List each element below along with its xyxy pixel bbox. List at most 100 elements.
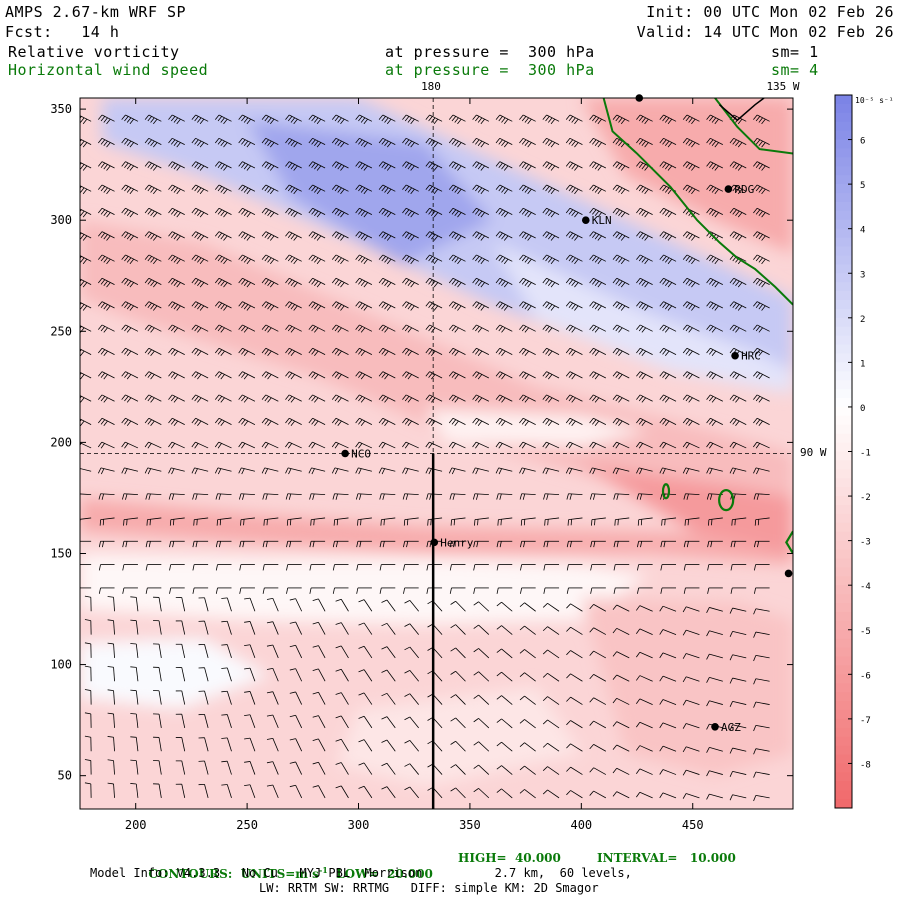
wind-barb <box>729 794 747 801</box>
wind-barb <box>706 770 723 777</box>
colorbar-segment <box>835 513 852 524</box>
y-tick-label: 350 <box>50 102 72 116</box>
colorbar-segment <box>835 112 852 123</box>
wind-barb <box>285 207 302 218</box>
wind-barb <box>519 137 536 148</box>
colorbar-segment <box>835 353 852 363</box>
wind-barb <box>496 625 513 635</box>
colorbar-tick-label: -7 <box>860 716 871 726</box>
field2-level: at pressure = 300 hPa <box>385 61 595 79</box>
wind-barb <box>355 137 373 148</box>
x-tick-label: 450 <box>682 818 704 832</box>
wind-barb <box>107 759 115 775</box>
wind-barb <box>636 277 653 288</box>
wind-barb <box>589 207 607 218</box>
model-info-line2: LW: RRTM SW: RRTMG DIFF: simple KM: 2D S… <box>259 881 599 895</box>
wind-barb <box>589 371 607 380</box>
wind-barb <box>519 765 536 775</box>
wind-barb <box>214 161 232 171</box>
wind-barb <box>378 417 396 426</box>
wind-barb <box>566 673 583 682</box>
wind-barb <box>543 540 560 548</box>
colorbar-segment <box>835 291 852 301</box>
wind-barb <box>192 540 209 548</box>
wind-barb <box>542 371 560 380</box>
wind-barb <box>130 596 139 612</box>
wind-barb <box>214 441 232 449</box>
wind-barb <box>238 493 255 500</box>
wind-barb <box>107 736 115 752</box>
wind-barb <box>612 347 630 356</box>
wind-barb <box>289 714 303 729</box>
wind-barb <box>542 277 560 288</box>
wind-barb <box>542 789 560 799</box>
wind-barb <box>309 540 326 548</box>
wind-barb <box>121 417 139 426</box>
wind-barb <box>144 394 162 403</box>
wind-barb <box>175 713 186 728</box>
x-tick-label: 250 <box>236 818 258 832</box>
wind-barb <box>80 348 92 356</box>
y-tick-label: 150 <box>50 546 72 560</box>
wind-barb <box>519 231 536 241</box>
field1-name: Relative vorticity <box>8 43 180 61</box>
colorbar-tick-label: 4 <box>860 226 865 236</box>
wind-barb <box>266 691 279 705</box>
wind-barb <box>612 697 630 705</box>
station-marker <box>784 569 793 578</box>
wind-barb <box>448 394 466 403</box>
wind-barb <box>153 736 162 752</box>
wind-barb <box>496 671 513 682</box>
vort-negative-strip <box>80 497 793 565</box>
vort-neutral-sw <box>80 637 270 710</box>
wind-barb <box>636 371 653 380</box>
wind-barb <box>168 467 185 475</box>
wind-barb <box>402 467 419 475</box>
wind-barb <box>659 347 677 356</box>
wind-barb <box>589 604 607 612</box>
contours-info: CONTOURS: UNITS=m s-1 LOW= 20.000 <box>140 851 433 881</box>
wind-barb <box>495 161 513 171</box>
longitude-90w-label: 90 W <box>800 446 827 459</box>
wind-barb <box>425 301 443 311</box>
wind-barb <box>473 648 490 659</box>
wind-barb <box>706 184 723 195</box>
wind-barb <box>285 254 302 265</box>
wind-barb <box>144 277 162 288</box>
wind-barb <box>144 301 162 311</box>
wind-barb <box>612 371 630 380</box>
wind-barb <box>519 394 536 403</box>
wind-barb <box>144 207 162 218</box>
wind-barb <box>636 231 653 241</box>
plot-frame <box>79 97 794 810</box>
wind-barb <box>175 760 186 775</box>
wind-barb <box>612 114 630 125</box>
wind-barb <box>358 715 373 729</box>
wind-barb <box>682 746 700 753</box>
wind-barb <box>706 301 723 311</box>
wind-barb <box>262 540 279 548</box>
wind-barb <box>448 161 466 171</box>
wind-barb <box>589 697 607 705</box>
wind-barb <box>285 114 302 125</box>
wind-barb <box>238 441 256 449</box>
wind-barb <box>356 540 372 548</box>
colorbar-segment <box>835 406 852 417</box>
wind-barb <box>589 324 607 333</box>
wind-barb <box>335 622 349 635</box>
wind-barb <box>730 587 747 594</box>
wind-barb <box>261 441 279 449</box>
wind-barb <box>472 441 490 449</box>
wind-barb <box>495 137 513 148</box>
x-tick-label: 300 <box>348 818 370 832</box>
wind-barb <box>379 540 396 548</box>
wind-barb <box>175 620 186 635</box>
wind-barb <box>659 629 677 635</box>
wind-barb <box>308 161 326 171</box>
wind-barb <box>636 721 653 729</box>
wind-barb <box>472 184 490 195</box>
wind-barb <box>753 371 770 380</box>
wind-barb <box>636 628 653 635</box>
wind-barb <box>659 722 677 729</box>
wind-barb <box>589 137 607 148</box>
